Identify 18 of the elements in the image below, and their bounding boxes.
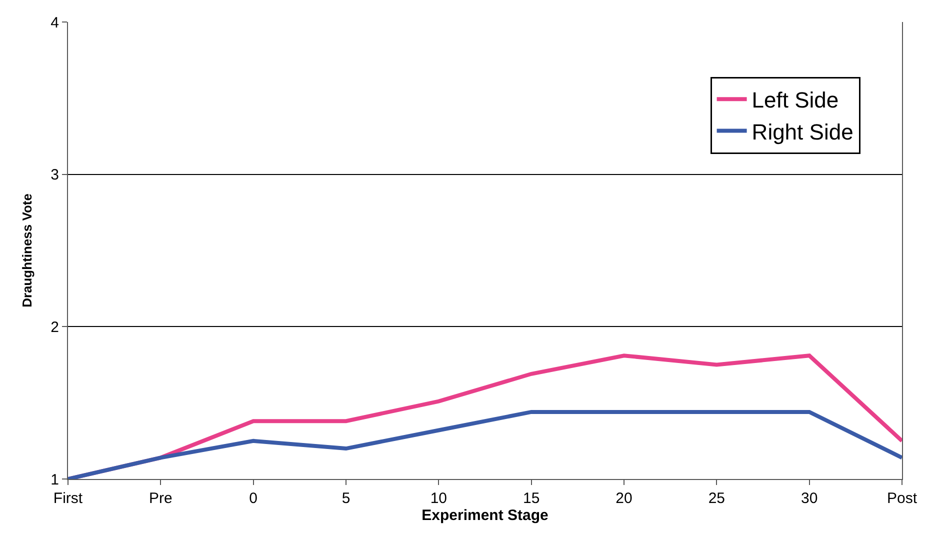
x-tick-label: 30 [800,490,818,507]
x-tick-label: 20 [616,490,632,507]
y-axis-title: Draughtiness Vote [20,194,35,308]
x-tick-label: Pre [149,490,172,507]
x-tick-label: 10 [430,490,448,507]
x-tick-label: First [53,490,84,507]
x-tick-label: 0 [249,490,258,507]
legend-label: Left Side [752,88,839,113]
x-axis-title: Experiment Stage [422,507,548,524]
y-tick-label: 4 [50,14,59,32]
x-tick-label: Post [886,490,918,507]
x-tick-label: 15 [522,490,540,507]
y-tick-label: 1 [50,471,59,488]
y-tick-label: 3 [50,166,59,184]
x-tick-label: 25 [708,490,726,507]
y-tick-label: 2 [50,318,59,336]
x-tick-label: 5 [342,490,350,507]
legend-label: Right Side [752,119,854,144]
